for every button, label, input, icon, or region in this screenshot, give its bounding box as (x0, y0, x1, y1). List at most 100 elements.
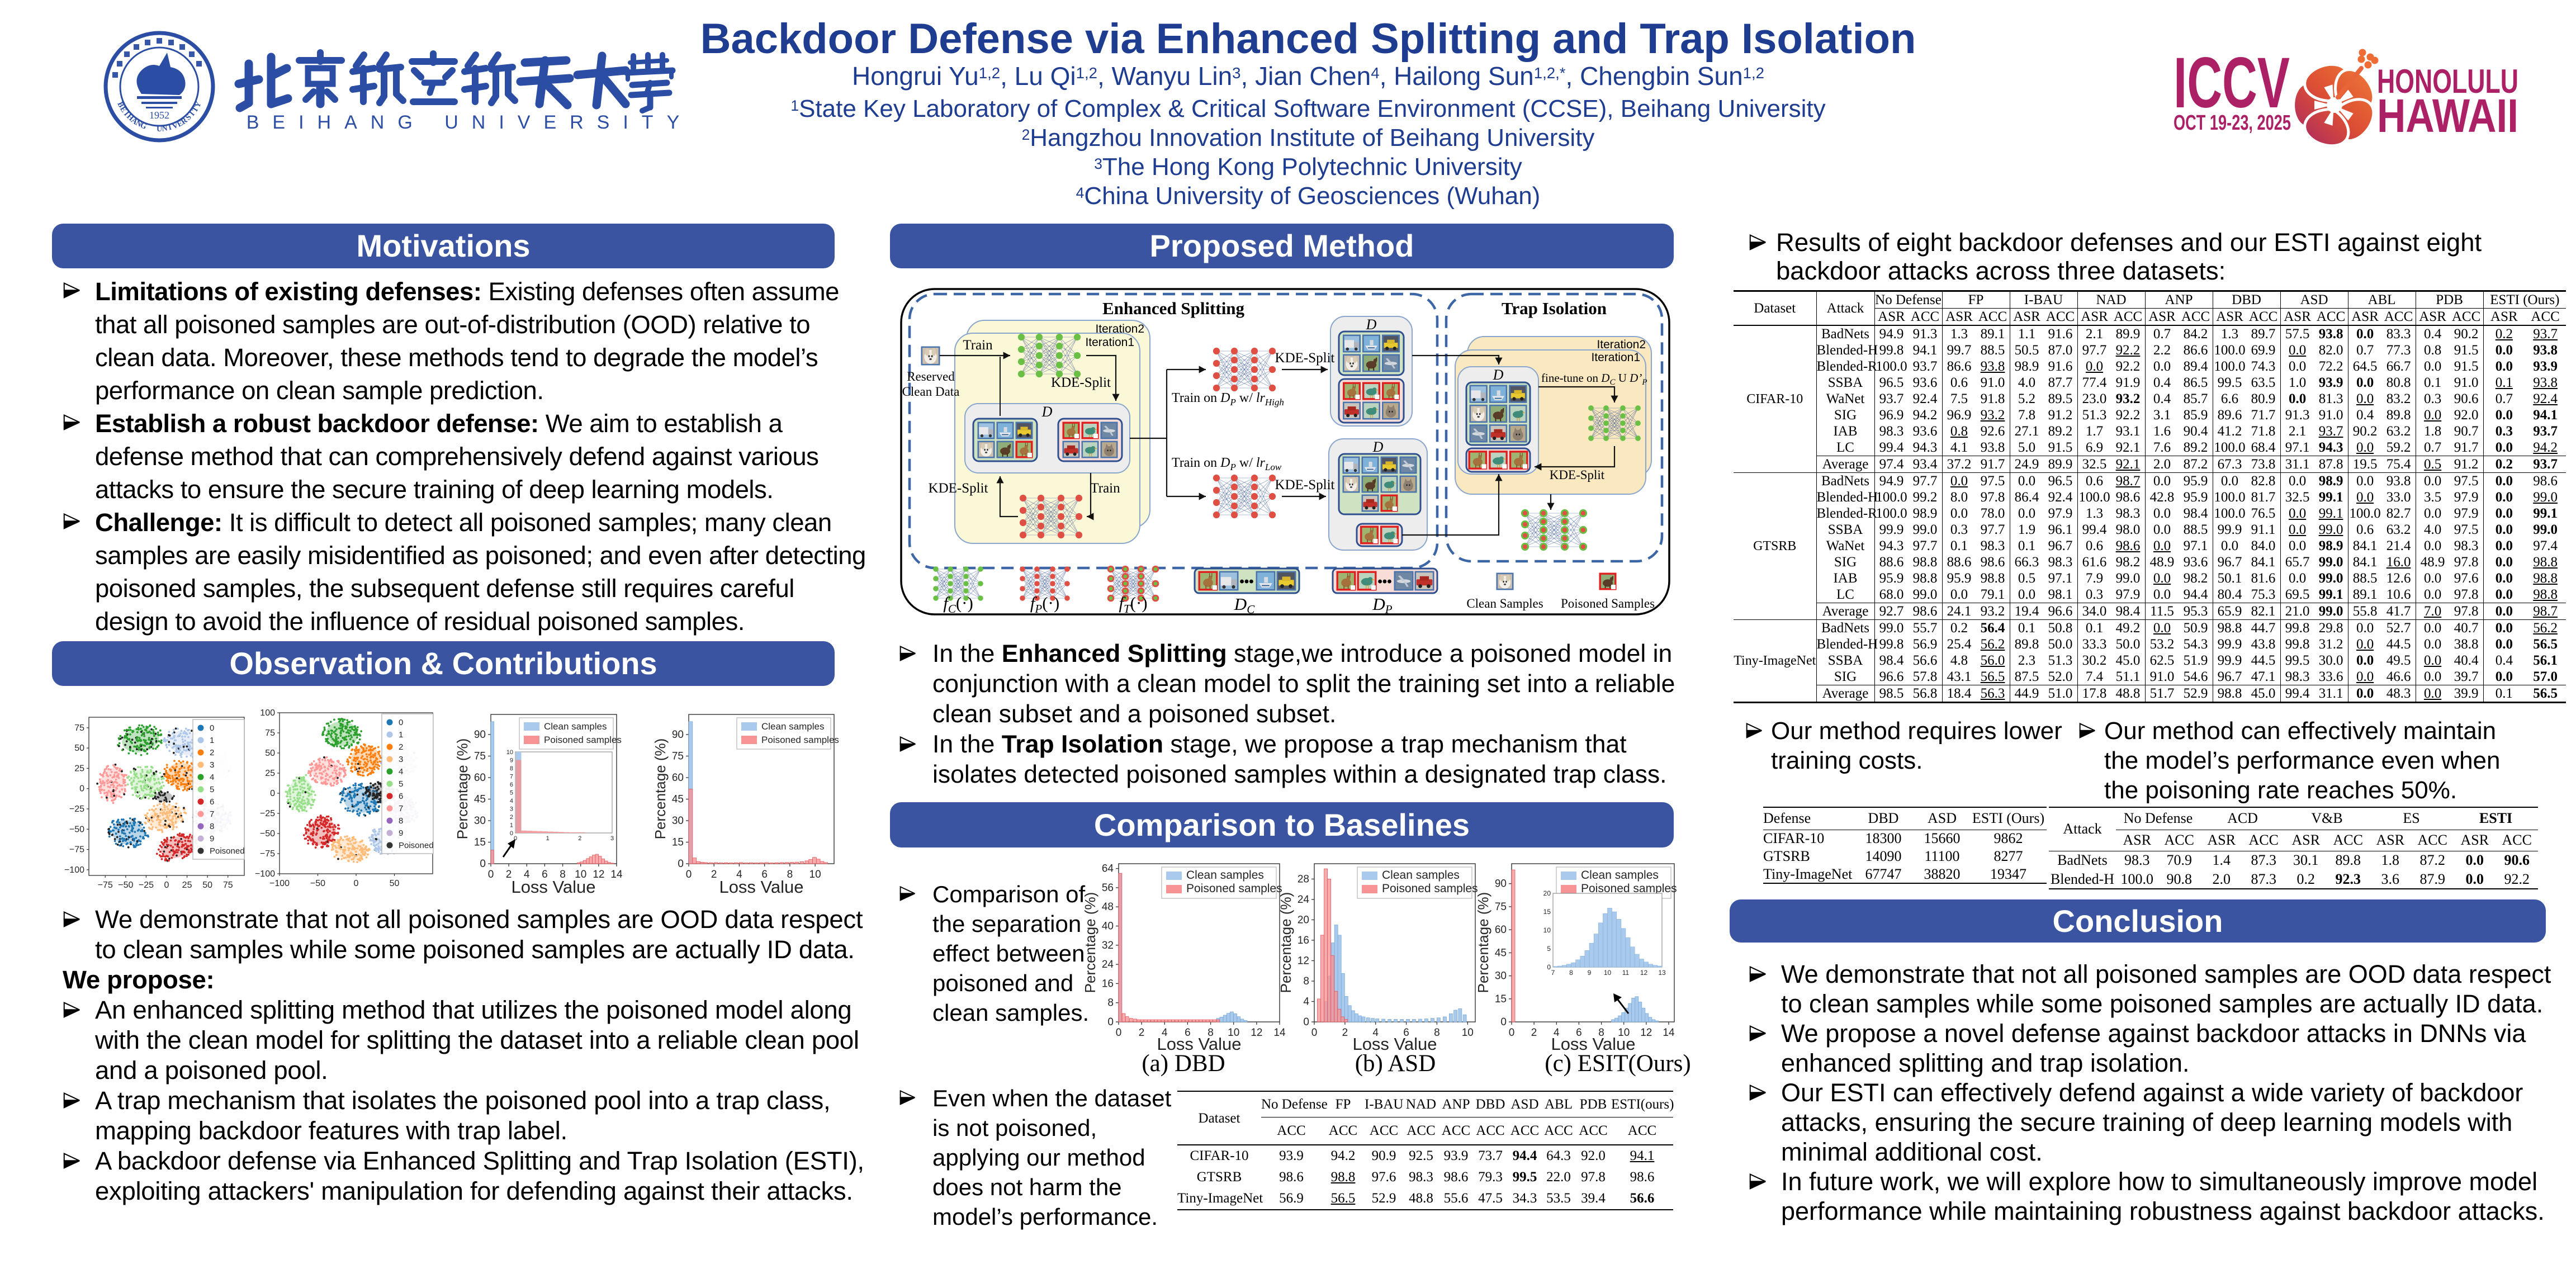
svg-text:−100: −100 (64, 865, 84, 875)
svg-text:Clean samples: Clean samples (1382, 869, 1460, 882)
svg-text:7: 7 (210, 809, 214, 819)
svg-text:−50: −50 (310, 879, 325, 888)
svg-text:45: 45 (672, 793, 684, 805)
svg-text:24: 24 (1102, 959, 1114, 970)
svg-text:HONOLULU: HONOLULU (2377, 63, 2518, 100)
svg-text:Loss Value: Loss Value (719, 877, 803, 897)
svg-text:Clean samples: Clean samples (1581, 869, 1659, 882)
svg-text:Poisoned: Poisoned (210, 846, 245, 856)
svg-text:20: 20 (1543, 889, 1551, 897)
svg-text:D: D (1372, 439, 1384, 455)
svg-text:0: 0 (1500, 1016, 1507, 1028)
svg-text:BEIHANG UNIVERSITY: BEIHANG UNIVERSITY (247, 112, 693, 133)
svg-text:40: 40 (1102, 920, 1114, 932)
svg-text:12: 12 (1251, 1027, 1262, 1039)
svg-text:Enhanced Splitting: Enhanced Splitting (1102, 299, 1245, 318)
svg-text:Percentage (%): Percentage (%) (1277, 892, 1294, 993)
svg-text:6: 6 (1403, 1027, 1409, 1039)
svg-text:9: 9 (510, 757, 513, 764)
svg-text:0: 0 (1107, 1016, 1114, 1028)
svg-text:−50: −50 (260, 829, 275, 839)
svg-text:16: 16 (1102, 978, 1114, 989)
svg-text:24: 24 (1298, 894, 1310, 906)
svg-text:10: 10 (1604, 969, 1612, 977)
svg-text:Poisoned samples: Poisoned samples (1382, 882, 1478, 895)
svg-text:4: 4 (510, 798, 513, 804)
svg-text:•••: ••• (1377, 574, 1391, 589)
svg-text:12: 12 (1640, 969, 1648, 977)
svg-text:2: 2 (510, 814, 513, 821)
svg-text:90: 90 (1495, 878, 1507, 890)
svg-text:OCT 19-23, 2025: OCT 19-23, 2025 (2174, 111, 2291, 135)
svg-text:ICCV: ICCV (2174, 43, 2290, 123)
svg-text:14: 14 (610, 869, 623, 880)
svg-text:5: 5 (210, 785, 214, 794)
svg-text:9: 9 (210, 834, 214, 844)
svg-text:0: 0 (354, 879, 359, 888)
svg-text:KDE-Split: KDE-Split (1550, 468, 1605, 482)
svg-text:Loss Value: Loss Value (511, 877, 595, 897)
svg-text:8: 8 (1107, 997, 1114, 1009)
svg-text:6: 6 (1185, 1027, 1191, 1039)
svg-text:5: 5 (1547, 945, 1551, 953)
svg-text:6: 6 (210, 797, 214, 807)
svg-text:8: 8 (1208, 1027, 1214, 1039)
svg-text:4: 4 (210, 773, 214, 782)
svg-text:0: 0 (488, 869, 494, 880)
svg-text:Poisoned Samples: Poisoned Samples (1561, 596, 1655, 610)
svg-text:2: 2 (1139, 1027, 1145, 1039)
svg-text:25: 25 (74, 764, 84, 773)
svg-text:28: 28 (1298, 873, 1309, 885)
svg-text:50: 50 (390, 879, 400, 888)
svg-text:15: 15 (1543, 908, 1551, 916)
svg-text:9: 9 (399, 828, 403, 838)
svg-text:Poisoned: Poisoned (399, 841, 434, 850)
svg-text:0: 0 (210, 723, 214, 733)
svg-text:0: 0 (1303, 1016, 1309, 1028)
svg-text:Loss Value: Loss Value (1352, 1034, 1437, 1054)
svg-text:G: G (139, 121, 148, 131)
svg-text:75: 75 (74, 723, 84, 733)
svg-text:Loss Value: Loss Value (1551, 1034, 1635, 1054)
svg-text:Train: Train (1090, 481, 1120, 496)
svg-text:3: 3 (399, 755, 403, 764)
svg-text:30: 30 (1495, 970, 1507, 982)
svg-text:KDE-Split: KDE-Split (1275, 351, 1335, 366)
svg-text:13: 13 (1658, 969, 1666, 977)
svg-text:1: 1 (210, 736, 214, 745)
svg-text:6: 6 (1576, 1027, 1582, 1039)
svg-text:8: 8 (399, 816, 403, 826)
svg-text:−25: −25 (139, 880, 154, 890)
svg-text:Iteration1: Iteration1 (1085, 336, 1134, 349)
svg-text:Clean Data: Clean Data (902, 385, 960, 399)
svg-text:8: 8 (1434, 1027, 1440, 1039)
svg-text:64: 64 (1102, 863, 1114, 875)
svg-text:D: D (1493, 367, 1504, 383)
svg-text:2: 2 (1342, 1027, 1348, 1039)
svg-text:3: 3 (510, 806, 513, 813)
svg-text:2: 2 (506, 869, 512, 880)
svg-text:10: 10 (506, 749, 513, 756)
svg-text:−25: −25 (260, 809, 275, 818)
svg-text:0: 0 (270, 789, 275, 798)
svg-text:30: 30 (672, 815, 684, 827)
svg-text:Iteration2: Iteration2 (1095, 323, 1144, 335)
svg-text:1: 1 (399, 730, 403, 740)
svg-text:15: 15 (1495, 993, 1507, 1005)
svg-text:7: 7 (399, 804, 403, 813)
svg-text:15: 15 (474, 836, 486, 848)
svg-text:10: 10 (1462, 1027, 1474, 1039)
svg-text:Percentage (%): Percentage (%) (652, 738, 669, 840)
svg-text:16: 16 (1298, 935, 1309, 946)
svg-text:Iteration2: Iteration2 (1597, 338, 1646, 351)
svg-text:8: 8 (1303, 976, 1309, 987)
svg-text:15: 15 (672, 836, 684, 848)
svg-text:7: 7 (1551, 969, 1555, 977)
svg-text:−75: −75 (260, 849, 275, 859)
svg-text:90: 90 (672, 729, 684, 741)
svg-text:6: 6 (761, 869, 768, 880)
svg-text:6: 6 (399, 792, 403, 801)
svg-text:Clean Samples: Clean Samples (1466, 596, 1543, 610)
svg-text:KDE-Split: KDE-Split (1051, 375, 1111, 390)
svg-text:10: 10 (809, 869, 821, 880)
